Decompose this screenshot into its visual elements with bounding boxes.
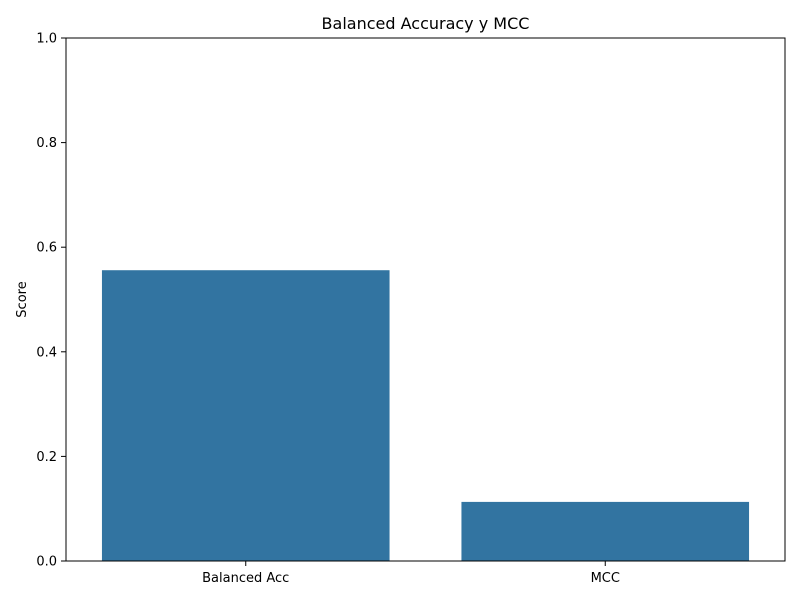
y-axis-label: Score [15,281,30,317]
chart-title: Balanced Accuracy y MCC [322,14,530,33]
y-tick-label: 0.4 [36,345,57,360]
y-tick-label: 0.8 [36,136,57,151]
bar-balanced-acc [101,270,390,561]
x-tick-label: Balanced Acc [202,571,289,586]
y-axis-ticks: 0.0 0.2 0.4 0.6 0.8 1.0 [36,32,66,570]
y-tick-label: 0.0 [36,555,57,570]
y-tick-label: 1.0 [36,32,57,47]
x-tick-label: MCC [591,571,620,586]
bar-mcc [461,501,750,561]
y-tick-label: 0.6 [36,241,57,256]
x-axis-ticks: Balanced Acc MCC [202,561,620,586]
y-tick-label: 0.2 [36,450,57,465]
bars-group [101,270,750,561]
plot-frame [65,37,786,562]
